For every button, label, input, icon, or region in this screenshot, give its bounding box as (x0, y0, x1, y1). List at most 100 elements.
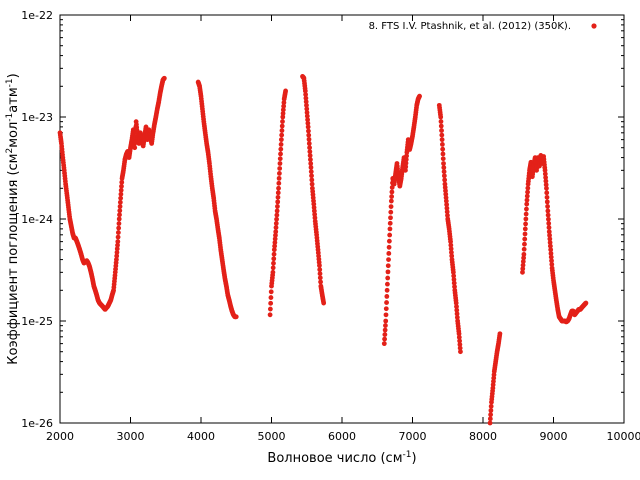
data-point (308, 157, 313, 162)
data-point (524, 206, 529, 212)
data-point (161, 75, 167, 81)
data-point (448, 239, 453, 245)
data-point (276, 185, 281, 191)
data-point (404, 153, 409, 159)
data-point (116, 225, 122, 231)
data-point (417, 93, 422, 99)
data-point (444, 205, 450, 211)
data-point (116, 221, 122, 226)
data-point (440, 156, 446, 162)
data-point (522, 226, 528, 232)
data-point (544, 199, 550, 205)
data-point (439, 142, 445, 147)
data-point (276, 175, 282, 181)
data-point (487, 416, 493, 422)
data-point (274, 212, 280, 218)
data-point (546, 221, 552, 226)
data-point (547, 236, 553, 242)
data-point (383, 306, 389, 312)
data-point (448, 246, 454, 252)
data-point (449, 250, 454, 255)
data-point (382, 336, 387, 342)
data-point (303, 99, 309, 105)
data-point (381, 341, 387, 347)
data-point (280, 114, 286, 120)
data-point (457, 345, 463, 351)
data-point (456, 334, 462, 340)
data-point (444, 209, 450, 215)
data-point (280, 111, 286, 116)
data-point (383, 312, 389, 318)
data-point (321, 300, 327, 306)
data-point (119, 183, 124, 189)
data-point (278, 146, 284, 152)
data-point (521, 246, 527, 252)
x-tick-label: 4000 (187, 430, 215, 443)
data-point (442, 177, 448, 183)
data-point (441, 165, 447, 171)
legend-marker (591, 23, 597, 29)
data-point (382, 327, 388, 333)
data-point (273, 229, 279, 235)
data-point (545, 212, 551, 218)
data-point (438, 114, 444, 120)
data-point (304, 113, 310, 119)
data-point (278, 151, 283, 157)
data-point (308, 169, 314, 175)
data-point (457, 338, 462, 344)
data-point (544, 190, 550, 196)
data-point (403, 157, 409, 162)
data-point (547, 243, 553, 249)
data-point (546, 216, 551, 222)
data-point (438, 123, 444, 129)
data-point (386, 251, 392, 256)
x-axis-title: Волновое число (см-1) (267, 450, 416, 466)
data-point (487, 420, 493, 426)
data-point (275, 199, 281, 205)
data-point (388, 209, 394, 215)
data-point (544, 185, 549, 191)
data-point (438, 119, 444, 124)
x-tick-label: 10000 (607, 430, 640, 443)
data-point (388, 204, 394, 210)
data-point (271, 251, 277, 257)
data-point (440, 146, 446, 152)
data-point (403, 164, 409, 170)
data-point (439, 132, 445, 138)
data-point (524, 197, 530, 203)
data-point (385, 281, 390, 287)
data-point (451, 277, 457, 282)
data-point (267, 306, 273, 312)
data-point (445, 213, 450, 218)
y-tick-label: 1e-23 (21, 111, 53, 124)
data-point (488, 408, 494, 413)
data-point (117, 208, 123, 214)
data-point (522, 236, 528, 242)
data-point (497, 331, 503, 337)
data-point (277, 161, 283, 166)
data-point (545, 203, 550, 209)
data-point (544, 194, 550, 200)
x-tick-label: 8000 (469, 430, 497, 443)
data-point (311, 208, 317, 214)
data-point (387, 220, 393, 226)
data-point (549, 258, 554, 264)
data-point (383, 318, 389, 324)
data-point (267, 312, 273, 318)
data-point (307, 149, 313, 155)
data-point (309, 173, 314, 179)
data-point (522, 241, 527, 247)
data-point (403, 167, 408, 173)
data-point (275, 190, 281, 196)
data-point (543, 175, 549, 180)
data-point (308, 161, 314, 166)
data-point (305, 120, 311, 126)
x-tick-label: 3000 (117, 430, 145, 443)
data-point (268, 295, 274, 300)
data-point (277, 156, 283, 162)
data-point (523, 216, 529, 222)
data-point (318, 279, 323, 285)
data-point (383, 323, 388, 328)
data-points (57, 74, 589, 426)
data-point (306, 128, 311, 134)
